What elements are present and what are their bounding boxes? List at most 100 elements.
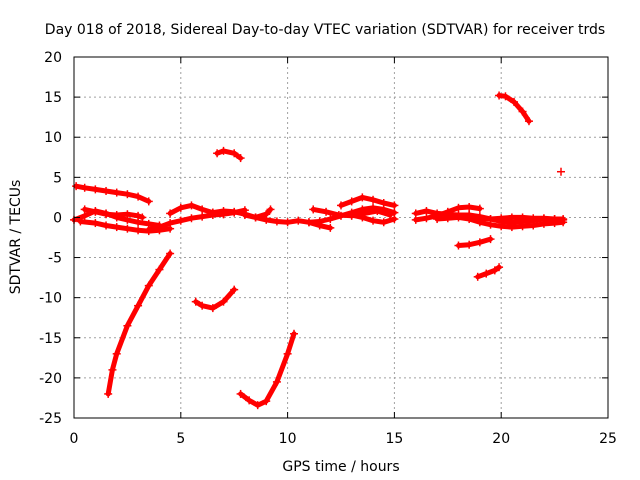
data-point <box>390 215 399 224</box>
data-point <box>507 213 516 222</box>
data-point <box>443 214 452 223</box>
data-point <box>123 190 132 199</box>
plot-frame <box>73 56 609 419</box>
data-point <box>518 213 527 222</box>
data-point <box>262 210 271 219</box>
data-point <box>112 349 121 358</box>
data-point <box>213 149 222 158</box>
data-point <box>482 269 491 278</box>
data-point <box>454 203 463 212</box>
data-point <box>191 297 200 306</box>
tick-labels: 0 5 10 15 20 25 -25 -20 -15 -10 -5 0 5 10 15 20 <box>39 50 617 447</box>
data-point <box>465 211 474 220</box>
y-tick-label: -20 <box>39 371 62 387</box>
series-trace <box>105 251 173 397</box>
data-point <box>358 213 367 222</box>
data-point <box>550 215 559 224</box>
data-point <box>334 211 343 220</box>
data-point <box>72 182 81 191</box>
series-trace <box>210 208 333 231</box>
data-point <box>104 389 113 398</box>
data-point <box>112 211 121 220</box>
series-trace <box>475 264 502 280</box>
data-point <box>486 235 495 244</box>
data-point <box>379 218 388 227</box>
data-point <box>91 219 100 228</box>
data-point <box>138 213 147 222</box>
data-point <box>112 223 121 232</box>
data-point <box>112 188 121 197</box>
data-point <box>322 207 331 216</box>
x-tick-label: 5 <box>176 431 185 447</box>
data-point <box>315 217 324 226</box>
data-point <box>422 207 431 216</box>
data-point <box>454 241 463 250</box>
data-point <box>123 224 132 233</box>
data-point <box>266 205 275 214</box>
data-point <box>518 107 527 116</box>
data-point <box>80 205 89 214</box>
data-point <box>251 213 260 222</box>
data-point <box>253 401 262 410</box>
data-point <box>108 365 117 374</box>
grid <box>74 57 608 418</box>
data-point <box>501 92 510 101</box>
data-point <box>144 281 153 290</box>
x-axis-label: GPS time / hours <box>282 459 399 475</box>
data-point <box>390 201 399 210</box>
data-point <box>283 218 292 227</box>
data-point <box>497 222 506 231</box>
data-point <box>475 204 484 213</box>
data-point <box>144 197 153 206</box>
y-tick-label: -25 <box>39 411 62 427</box>
data-point <box>369 216 378 225</box>
data-point <box>80 183 89 192</box>
data-point <box>495 91 504 100</box>
data-point <box>294 216 303 225</box>
data-point <box>373 207 382 216</box>
data-point <box>272 377 281 386</box>
data-point <box>166 249 175 258</box>
x-tick-label: 20 <box>492 431 510 447</box>
series-trace <box>238 331 297 408</box>
data-point <box>236 154 245 163</box>
series-trace <box>466 212 566 222</box>
data-point <box>326 215 335 224</box>
data-point <box>358 193 367 202</box>
data-point <box>369 195 378 204</box>
data-point <box>495 263 504 272</box>
data-point <box>557 167 566 176</box>
y-tick-label: 0 <box>53 210 62 226</box>
y-tick-label: 15 <box>44 90 62 106</box>
axis-ticks <box>73 56 609 419</box>
data-point <box>524 117 533 126</box>
data-point <box>134 192 143 201</box>
data-point <box>134 301 143 310</box>
data-series <box>70 91 568 410</box>
x-tick-label: 0 <box>70 431 79 447</box>
data-point <box>559 215 568 224</box>
data-point <box>134 211 143 220</box>
data-point <box>76 217 85 226</box>
data-point <box>123 210 132 219</box>
data-point <box>304 218 313 227</box>
data-point <box>411 215 420 224</box>
data-point <box>144 225 153 234</box>
data-point <box>155 265 164 274</box>
y-axis-label: SDTVAR / TECUs <box>8 180 24 295</box>
data-point <box>102 186 111 195</box>
data-point <box>187 201 196 210</box>
y-tick-label: 20 <box>44 50 62 66</box>
data-point <box>91 185 100 194</box>
data-point <box>475 238 484 247</box>
data-point <box>337 201 345 210</box>
data-point <box>473 272 482 281</box>
data-point <box>465 203 474 212</box>
data-point <box>240 211 249 220</box>
data-point <box>518 222 527 231</box>
data-point <box>155 223 164 232</box>
data-point <box>208 208 217 217</box>
data-point <box>433 215 442 224</box>
data-point <box>347 211 356 220</box>
